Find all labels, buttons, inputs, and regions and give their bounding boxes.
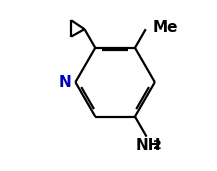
Text: 2: 2	[153, 139, 162, 152]
Text: N: N	[59, 75, 71, 90]
Text: Me: Me	[152, 20, 178, 35]
Text: NH: NH	[135, 138, 161, 153]
